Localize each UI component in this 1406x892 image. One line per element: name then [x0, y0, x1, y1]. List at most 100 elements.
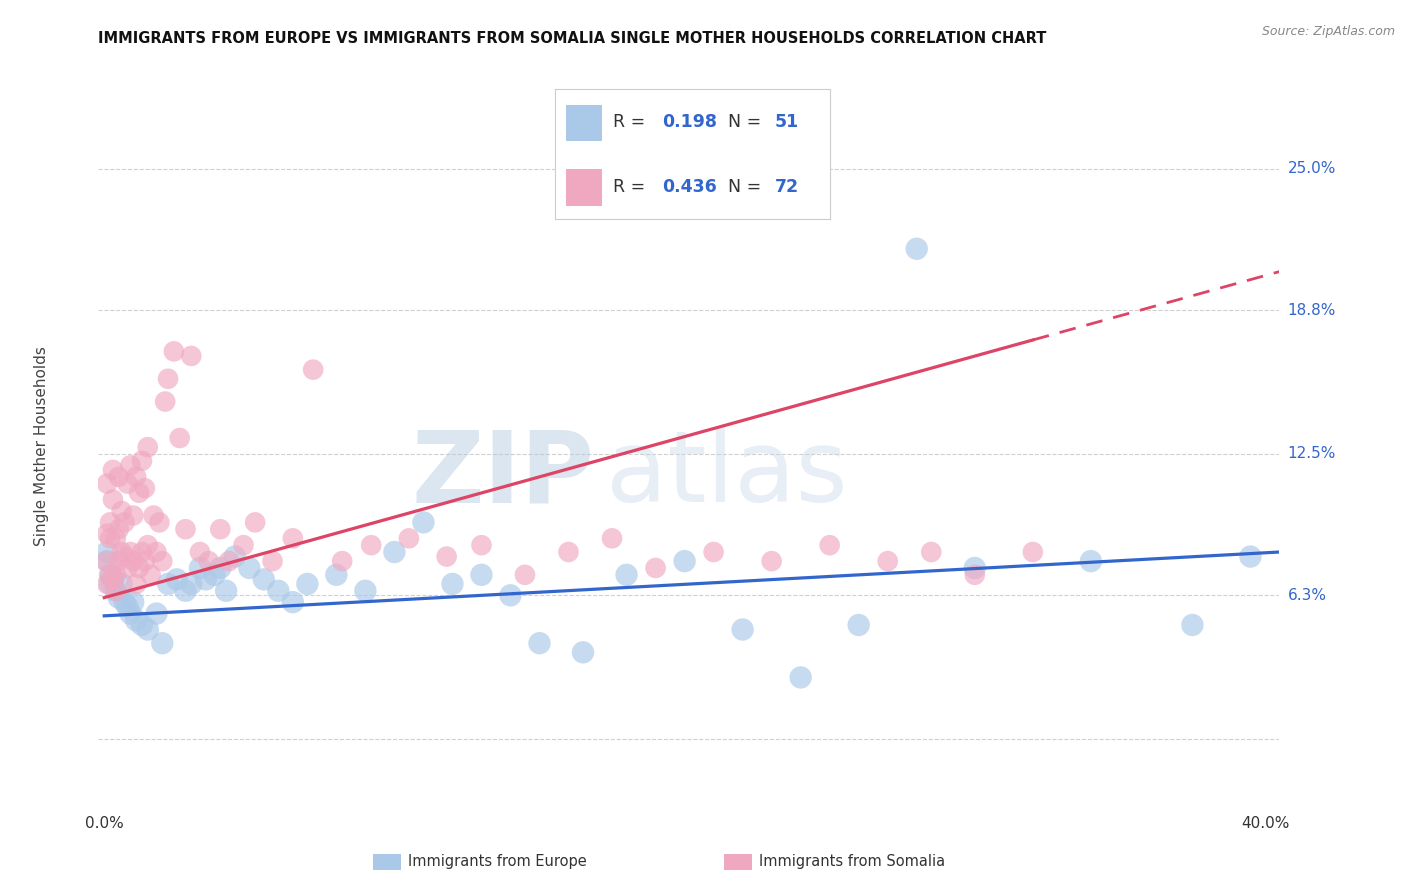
- Point: [101, 573, 124, 587]
- Point: [330, 554, 353, 568]
- Point: [848, 618, 870, 632]
- Text: atlas: atlas: [606, 426, 848, 523]
- Point: [101, 463, 124, 477]
- Point: [114, 516, 136, 530]
- Point: [98, 577, 121, 591]
- Point: [267, 583, 290, 598]
- Point: [120, 545, 142, 559]
- Point: [136, 623, 159, 637]
- Point: [513, 567, 536, 582]
- Point: [96, 545, 118, 559]
- Point: [107, 554, 129, 568]
- Point: [131, 454, 153, 468]
- Point: [169, 431, 191, 445]
- Point: [789, 670, 811, 684]
- Point: [96, 526, 118, 541]
- Point: [96, 554, 118, 568]
- Point: [107, 591, 129, 605]
- Point: [470, 538, 492, 552]
- Point: [360, 538, 382, 552]
- Text: N =: N =: [728, 113, 766, 131]
- Point: [600, 532, 623, 546]
- Point: [125, 614, 148, 628]
- Point: [905, 242, 928, 256]
- Point: [125, 470, 148, 484]
- Text: 51: 51: [775, 113, 799, 131]
- Point: [215, 583, 238, 598]
- Point: [253, 573, 276, 587]
- Point: [731, 623, 754, 637]
- Point: [98, 516, 121, 530]
- Point: [281, 532, 304, 546]
- Point: [209, 561, 232, 575]
- Point: [188, 545, 211, 559]
- Text: 72: 72: [775, 178, 799, 196]
- Bar: [567, 104, 602, 141]
- Point: [1239, 549, 1261, 564]
- Point: [1022, 545, 1045, 559]
- Point: [412, 516, 434, 530]
- Text: R =: R =: [613, 113, 651, 131]
- Point: [96, 476, 118, 491]
- Point: [302, 362, 325, 376]
- Point: [153, 394, 176, 409]
- Point: [114, 549, 136, 564]
- Point: [557, 545, 579, 559]
- Point: [145, 607, 167, 621]
- Point: [218, 554, 240, 568]
- Point: [281, 595, 304, 609]
- Text: Immigrants from Europe: Immigrants from Europe: [408, 855, 586, 869]
- Point: [616, 567, 638, 582]
- Text: R =: R =: [613, 178, 651, 196]
- Point: [136, 538, 159, 552]
- Point: [325, 567, 347, 582]
- Point: [142, 508, 165, 523]
- Point: [238, 561, 260, 575]
- Point: [963, 561, 986, 575]
- Text: Single Mother Households: Single Mother Households: [34, 346, 49, 546]
- Point: [136, 440, 159, 454]
- Point: [232, 538, 254, 552]
- Point: [818, 538, 841, 552]
- Point: [529, 636, 551, 650]
- Text: N =: N =: [728, 178, 766, 196]
- Point: [114, 595, 136, 609]
- Point: [243, 516, 266, 530]
- Point: [398, 532, 420, 546]
- Bar: [567, 169, 602, 206]
- Point: [436, 549, 458, 564]
- Point: [761, 554, 783, 568]
- Point: [180, 349, 202, 363]
- Point: [297, 577, 319, 591]
- Point: [197, 554, 219, 568]
- Point: [166, 573, 188, 587]
- Point: [104, 567, 127, 582]
- Point: [174, 583, 197, 598]
- Point: [150, 554, 173, 568]
- Text: 18.8%: 18.8%: [1288, 303, 1336, 318]
- Point: [104, 583, 127, 598]
- Point: [101, 573, 124, 587]
- Point: [134, 554, 156, 568]
- Point: [920, 545, 942, 559]
- Point: [148, 516, 170, 530]
- Point: [131, 618, 153, 632]
- Point: [470, 567, 492, 582]
- Point: [98, 567, 121, 582]
- Point: [96, 577, 118, 591]
- Point: [139, 567, 162, 582]
- Point: [104, 532, 127, 546]
- Point: [188, 561, 211, 575]
- Point: [499, 588, 522, 602]
- Text: 0.198: 0.198: [662, 113, 717, 131]
- Point: [134, 481, 156, 495]
- Point: [120, 607, 142, 621]
- Point: [122, 595, 145, 609]
- Point: [122, 554, 145, 568]
- Point: [98, 532, 121, 546]
- Point: [963, 567, 986, 582]
- Text: ZIP: ZIP: [412, 426, 595, 523]
- Point: [262, 554, 284, 568]
- Point: [128, 485, 150, 500]
- Point: [111, 545, 134, 559]
